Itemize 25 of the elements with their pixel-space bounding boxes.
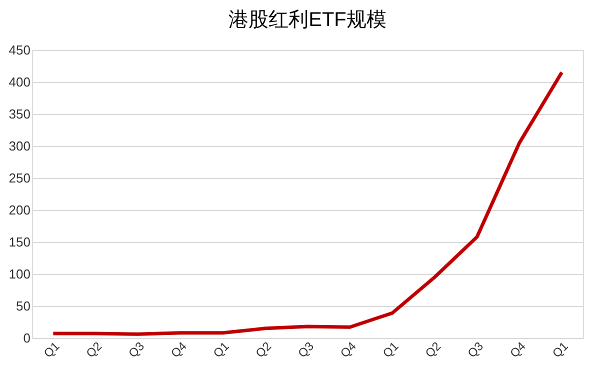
- chart-title: 港股红利ETF规模: [228, 9, 386, 31]
- x-tick-label: Q3: [295, 338, 317, 360]
- y-tick-label: 100: [8, 266, 30, 282]
- x-tick-label: Q4: [168, 338, 190, 360]
- x-tick-label: Q2: [252, 338, 274, 360]
- x-tick-label: Q3: [464, 338, 486, 360]
- x-tick-label: Q1: [40, 338, 62, 360]
- y-tick-label: 150: [8, 234, 30, 250]
- y-tick-label: 200: [8, 202, 30, 218]
- line-series: [51, 70, 564, 336]
- x-tick-label: Q2: [83, 338, 105, 360]
- x-tick-label: Q2: [422, 338, 444, 360]
- x-tick-label: Q1: [550, 338, 572, 360]
- x-tick-label: Q1: [380, 338, 402, 360]
- y-tick-label: 350: [8, 106, 30, 122]
- x-tick-label: Q4: [338, 338, 360, 360]
- y-tick-label: 450: [8, 42, 30, 58]
- y-tick-label: 400: [8, 74, 30, 90]
- y-tick-label: 0: [23, 330, 30, 346]
- y-tick-label: 250: [8, 170, 30, 186]
- y-tick-label: 50: [16, 298, 30, 314]
- y-tick-label: 300: [8, 138, 30, 154]
- x-tick-label: Q3: [126, 338, 148, 360]
- x-tick-label: Q1: [210, 338, 232, 360]
- x-tick-label: Q4: [507, 338, 529, 360]
